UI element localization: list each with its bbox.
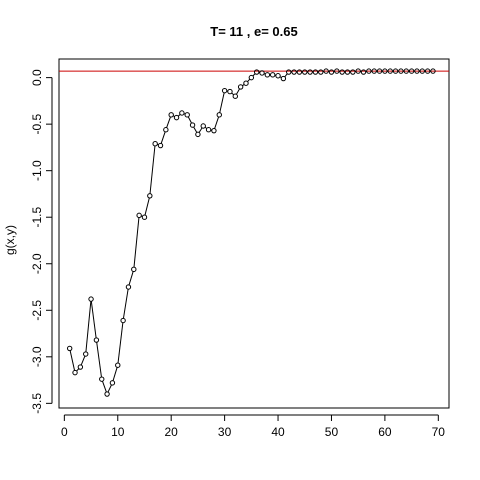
x-tick-label: 50: [325, 425, 339, 439]
series-segment: [150, 146, 155, 194]
data-point: [169, 113, 173, 117]
data-point: [116, 363, 120, 367]
series-segment: [81, 356, 85, 365]
data-point: [233, 94, 237, 98]
data-point: [126, 285, 130, 289]
data-point: [287, 70, 291, 74]
data-point: [249, 75, 253, 79]
data-point: [148, 194, 152, 198]
data-point: [351, 70, 355, 74]
series-segment: [194, 127, 197, 132]
series-segment: [215, 117, 219, 129]
x-tick-label: 60: [378, 425, 392, 439]
x-tick-label: 40: [271, 425, 285, 439]
data-point: [84, 352, 88, 356]
data-point: [308, 70, 312, 74]
y-tick-label: -1.0: [30, 160, 44, 181]
series-segment: [145, 198, 149, 215]
data-point: [270, 73, 274, 77]
series-segment: [188, 117, 191, 123]
chart-title: T= 11 , e= 0.65: [210, 24, 297, 39]
x-tick-label: 70: [432, 425, 446, 439]
data-point: [254, 70, 258, 74]
series-segment: [86, 301, 91, 352]
data-point: [276, 74, 280, 78]
series-segment: [161, 132, 165, 144]
data-point: [201, 124, 205, 128]
series-segment: [97, 342, 102, 377]
data-point: [94, 338, 98, 342]
series-segment: [129, 271, 133, 284]
data-point: [132, 267, 136, 271]
x-tick-label: 20: [165, 425, 179, 439]
data-point: [238, 85, 242, 89]
y-tick-label: -1.5: [30, 207, 44, 228]
data-point: [137, 213, 141, 217]
series-segment: [199, 128, 202, 133]
series-segment: [102, 381, 106, 392]
data-point: [164, 128, 168, 132]
data-point: [329, 70, 333, 74]
x-tick-label: 10: [111, 425, 125, 439]
axes: 0 10 20 30 40 50 60 70 0.0 -0.5 -1.0 -1.5 -2.0 -2.5 -3…: [30, 59, 449, 439]
data-point: [281, 76, 285, 80]
series-segment: [220, 93, 224, 113]
series-segment: [108, 385, 111, 392]
series-segment: [113, 367, 117, 380]
data-point: [110, 381, 114, 385]
y-tick-label: -3.0: [30, 346, 44, 367]
data-point: [244, 81, 248, 85]
plot-frame: [59, 59, 449, 408]
y-tick-label: 0.0: [30, 69, 44, 86]
data-point: [180, 111, 184, 115]
data-point: [89, 297, 93, 301]
y-tick-label: -3.5: [30, 393, 44, 414]
data-point: [313, 70, 317, 74]
data-point: [361, 70, 365, 74]
series-segment: [285, 74, 288, 77]
data-point: [105, 392, 109, 396]
data-point: [158, 143, 162, 147]
series-segment: [167, 117, 171, 128]
x-tick-label: 0: [61, 425, 68, 439]
data-point: [121, 318, 125, 322]
data-point: [67, 346, 71, 350]
x-tick-label: 30: [218, 425, 232, 439]
series-segment: [118, 323, 123, 363]
data-point: [319, 70, 323, 74]
data-point: [212, 128, 216, 132]
data-point: [292, 70, 296, 74]
data-point: [190, 123, 194, 127]
data-point: [196, 132, 200, 136]
y-tick-label: -2.0: [30, 253, 44, 274]
series-segment: [123, 289, 128, 318]
data-point: [228, 89, 232, 93]
y-axis-title: g(x,y): [3, 225, 17, 255]
data-point: [265, 73, 269, 77]
series-segment: [70, 351, 74, 371]
data-point: [100, 377, 104, 381]
y-tick-label: -0.5: [30, 113, 44, 134]
y-tick-label: -2.5: [30, 300, 44, 321]
series-segment: [236, 89, 239, 94]
series-segment: [134, 218, 139, 268]
data-point: [153, 141, 157, 145]
data-point: [78, 365, 82, 369]
series-layer: [67, 69, 435, 396]
data-point: [222, 88, 226, 92]
series-segment: [91, 301, 96, 338]
data-point: [297, 70, 301, 74]
data-point: [206, 128, 210, 132]
data-point: [185, 113, 189, 117]
data-point: [142, 215, 146, 219]
data-point: [217, 113, 221, 117]
data-point: [340, 70, 344, 74]
data-point: [174, 115, 178, 119]
data-point: [303, 70, 307, 74]
data-point: [73, 370, 77, 374]
data-point: [345, 70, 349, 74]
